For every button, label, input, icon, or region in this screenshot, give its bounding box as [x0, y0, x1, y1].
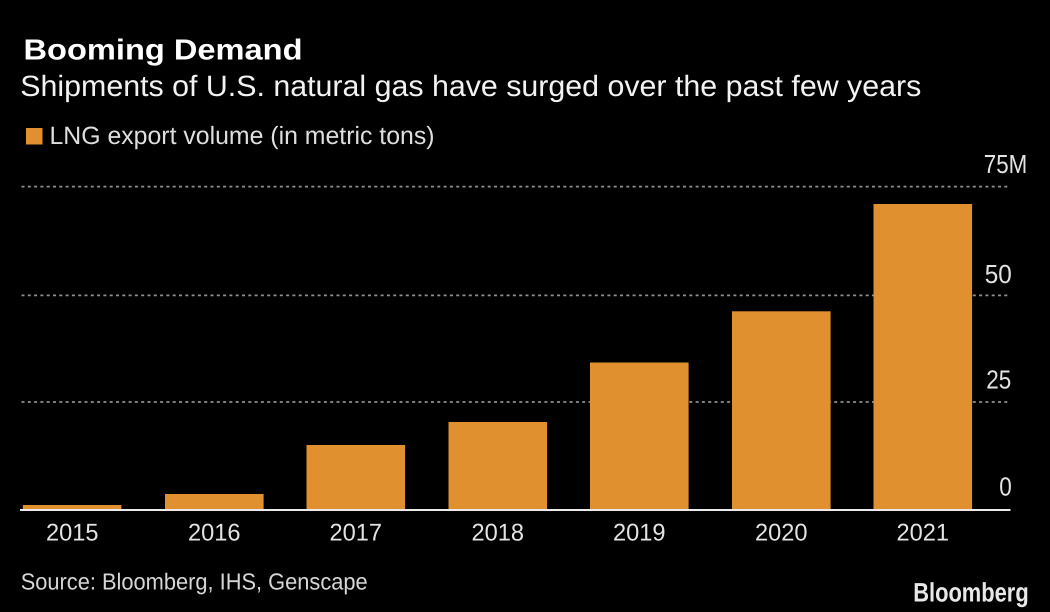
svg-text:2021: 2021: [897, 520, 950, 547]
svg-text:LNG export volume (in metric t: LNG export volume (in metric tons): [50, 122, 435, 150]
svg-text:25: 25: [986, 364, 1011, 394]
svg-text:Shipments of U.S. natural gas: Shipments of U.S. natural gas have surge…: [20, 70, 921, 103]
svg-text:2016: 2016: [188, 520, 241, 547]
svg-text:Source: Bloomberg, IHS, Gensca: Source: Bloomberg, IHS, Genscape: [21, 569, 368, 595]
svg-text:2017: 2017: [330, 520, 383, 547]
svg-text:2019: 2019: [613, 520, 666, 547]
svg-text:2015: 2015: [46, 520, 99, 547]
svg-text:Booming Demand: Booming Demand: [24, 34, 303, 66]
svg-text:Bloomberg: Bloomberg: [913, 577, 1029, 607]
svg-text:2018: 2018: [472, 520, 525, 547]
svg-text:0: 0: [999, 472, 1012, 502]
svg-text:50: 50: [985, 259, 1012, 289]
svg-text:75M: 75M: [984, 149, 1028, 179]
svg-text:2020: 2020: [755, 520, 808, 547]
